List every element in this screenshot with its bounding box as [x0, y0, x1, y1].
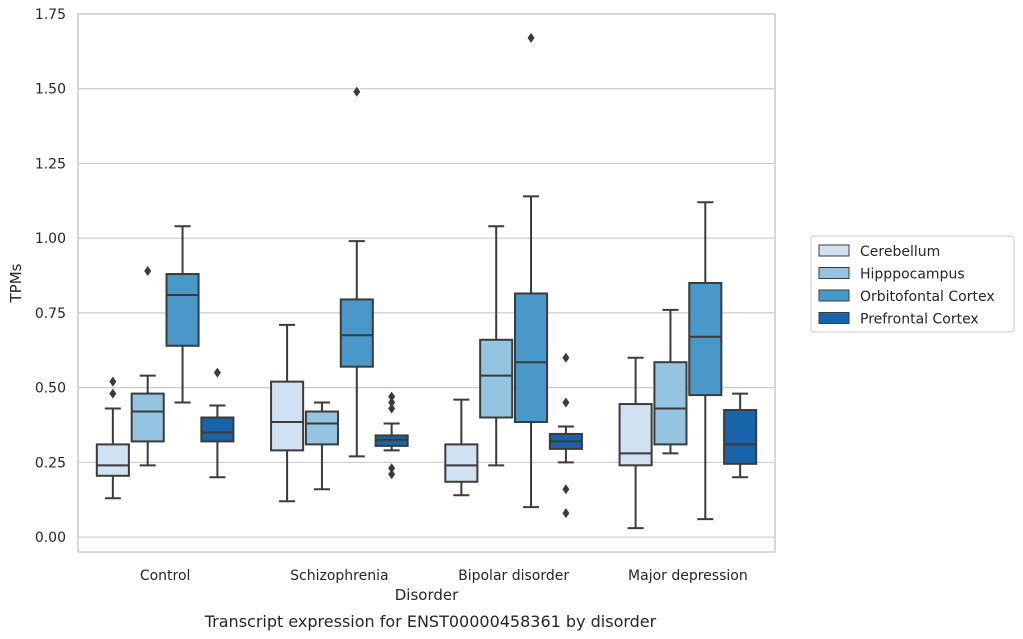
outlier-point: [527, 32, 535, 43]
box: [514, 32, 549, 509]
legend-swatch: [818, 244, 850, 257]
box: [165, 225, 200, 404]
y-tick-label: 0.00: [35, 530, 66, 546]
outlier-point: [562, 397, 570, 408]
box-iqr: [618, 403, 653, 467]
box-iqr: [200, 416, 235, 443]
box: [479, 225, 514, 467]
y-tick-label: 1.50: [35, 82, 66, 98]
y-tick-label: 0.75: [35, 306, 66, 322]
x-tick-label: Control: [140, 568, 191, 584]
chart-caption: Transcript expression for ENST0000045836…: [204, 612, 657, 631]
box-iqr: [688, 282, 723, 397]
legend-label: Prefrontal Cortex: [860, 312, 979, 328]
box: [444, 398, 479, 497]
legend-swatch: [818, 267, 850, 279]
box-iqr: [723, 409, 758, 465]
plot-area-frame: [77, 13, 776, 553]
x-axis-ticks: Control Schizophrenia Bipolar disorder Majo…: [140, 568, 748, 584]
box: [548, 352, 583, 519]
box: [200, 367, 235, 479]
y-axis-ticks: 0.00 0.25 0.50 0.75 1.00 1.25 1.50 1.75: [35, 7, 66, 546]
y-tick-label: 0.50: [35, 381, 66, 397]
box: [339, 86, 374, 458]
box: [653, 308, 688, 455]
legend-swatch: [818, 289, 850, 302]
outlier-point: [388, 463, 396, 474]
box: [374, 391, 409, 480]
outlier-point: [109, 376, 117, 387]
outlier-point: [388, 397, 396, 408]
box: [95, 376, 130, 500]
legend-frame: [810, 235, 1015, 333]
boxes: [95, 32, 758, 530]
box-iqr: [95, 443, 130, 477]
legend-label: Hipppocampus: [860, 267, 965, 283]
legend-swatch: [818, 312, 850, 324]
box-iqr: [130, 392, 165, 443]
box-iqr: [304, 410, 339, 446]
box-iqr: [270, 380, 305, 452]
box: [270, 323, 305, 503]
box: [130, 266, 165, 467]
outlier-point: [213, 367, 221, 378]
outlier-point: [562, 508, 570, 519]
box: [723, 392, 758, 479]
legend-label: Cerebellum: [860, 244, 940, 260]
outlier-point: [388, 391, 396, 402]
box: [688, 201, 723, 521]
y-tick-label: 0.25: [35, 455, 66, 471]
outlier-point: [562, 484, 570, 495]
box: [304, 401, 339, 491]
box-iqr: [165, 273, 200, 347]
legend: Cerebellum Hipppocampus Orbitofontal Corte…: [810, 235, 1015, 333]
x-axis-label: Disorder: [395, 586, 459, 604]
x-tick-label: Bipolar disorder: [458, 568, 569, 584]
outlier-point: [562, 352, 570, 363]
box: [618, 356, 653, 530]
box-iqr: [339, 298, 374, 368]
x-tick-label: Major depression: [628, 568, 748, 584]
outlier-point: [353, 86, 361, 97]
legend-label: Orbitofontal Cortex: [860, 289, 995, 305]
y-tick-label: 1.25: [35, 156, 66, 172]
y-tick-label: 1.75: [35, 7, 66, 23]
box-iqr: [479, 338, 514, 419]
y-axis-label: TPMs: [7, 263, 25, 303]
y-tick-label: 1.00: [35, 231, 66, 247]
outlier-point: [388, 403, 396, 414]
x-tick-label: Schizophrenia: [290, 568, 388, 584]
box-iqr: [653, 361, 688, 446]
box-iqr: [514, 292, 549, 423]
box-iqr: [444, 443, 479, 483]
outlier-point: [109, 388, 117, 399]
outlier-point: [388, 469, 396, 480]
outlier-point: [144, 266, 152, 277]
